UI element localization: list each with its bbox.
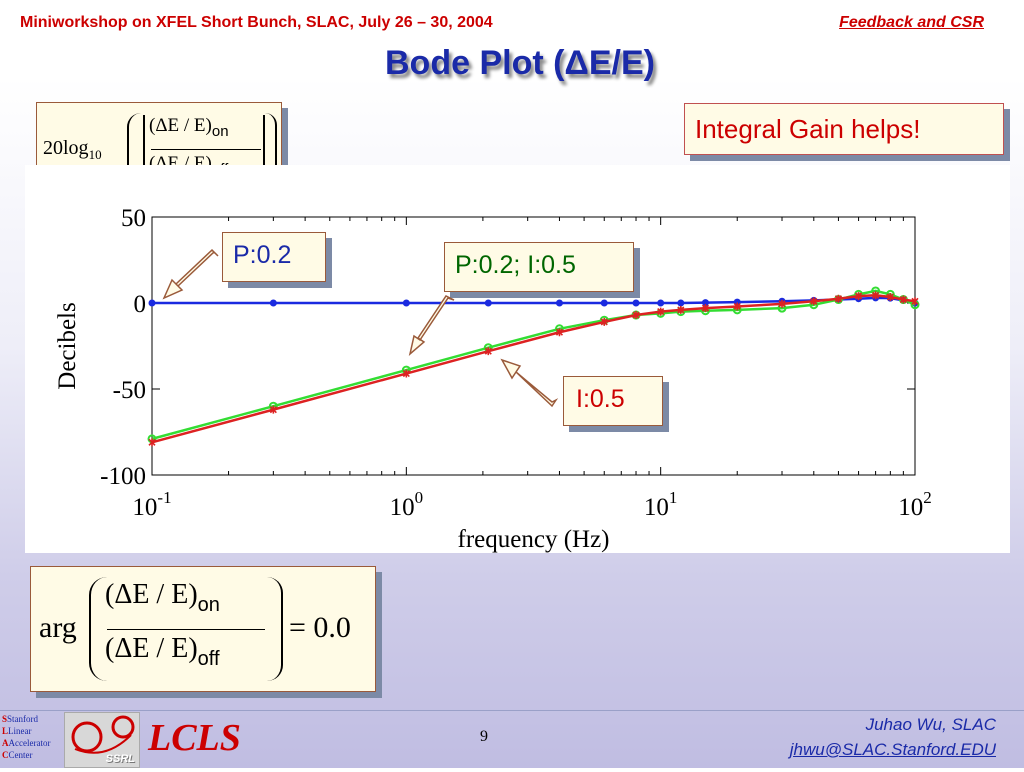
x-tick-label: 102 (898, 488, 932, 521)
plot-series (147, 286, 920, 447)
series-point-0 (632, 299, 640, 307)
series-point-2 (872, 291, 880, 300)
series-point-2 (269, 405, 277, 414)
x-tick-label: 10-1 (132, 488, 171, 521)
formula-arg-right-paren (267, 577, 283, 681)
bode-plot-panel: 10-1 100 101 102 50 0 -50 -100 frequency (Hz) D… (25, 165, 1010, 553)
series-point-2 (484, 347, 492, 356)
formula-arg-numerator: (ΔE / E) (105, 579, 198, 610)
ssrl-logo: SSRL (64, 712, 140, 768)
series-point-0 (269, 299, 277, 307)
formula-arg-denominator: (ΔE / E) (105, 633, 198, 664)
author-block: Juhao Wu, SLAC jhwu@SLAC.Stanford.EDU (790, 712, 996, 762)
series-point-2 (677, 305, 685, 314)
integral-gain-callout: Integral Gain helps! (684, 103, 1004, 155)
series-point-2 (555, 328, 564, 337)
callout-p-text: P:0.2 (233, 241, 292, 269)
series-point-2 (600, 317, 608, 326)
series-point-0 (677, 299, 685, 307)
formula-arg-rhs: = 0.0 (289, 611, 351, 644)
page-number: 9 (480, 728, 488, 745)
series-point-2 (911, 297, 919, 306)
callout-pi-text: P:0.2; I:0.5 (455, 251, 576, 279)
series-point-2 (657, 307, 665, 316)
series-point-0 (657, 299, 665, 307)
slac-logo-line: Accelerator (8, 738, 51, 748)
footer-rule (0, 710, 1024, 711)
series-line-2 (151, 294, 916, 444)
y-tick-label: 50 (121, 205, 146, 232)
series-point-2 (899, 295, 907, 304)
plot-ticks (151, 216, 916, 476)
slac-logo: SStanford LLinear AAccelerator CCenter (2, 714, 51, 760)
series-point-2 (855, 292, 863, 301)
header-workshop-title: Miniworkshop on XFEL Short Bunch, SLAC, … (20, 14, 493, 31)
series-point-2 (148, 438, 156, 447)
callout-i-text: I:0.5 (576, 385, 625, 413)
formula-right-paren (265, 113, 277, 185)
callout-p: P:0.2 (222, 232, 326, 282)
series-point-0 (555, 299, 563, 307)
y-tick-label: -50 (113, 377, 146, 404)
series-point-0 (402, 299, 410, 307)
series-point-2 (632, 311, 640, 320)
formula-fraction-line (151, 149, 261, 150)
plot-frame (151, 216, 916, 476)
lcls-logo: LCLS (148, 717, 241, 759)
series-point-2 (402, 369, 410, 378)
x-axis-label: frequency (Hz) (458, 526, 610, 553)
series-point-2 (834, 294, 843, 303)
y-axis-label: Decibels (54, 302, 81, 389)
formula-arg-denominator-sub: off (197, 648, 220, 670)
formula-arg-numerator-sub: on (197, 594, 220, 616)
ssrl-logo-icon (71, 715, 135, 754)
author-name: Juhao Wu, SLAC (865, 715, 996, 734)
y-tick-label: -100 (100, 463, 146, 490)
slac-logo-line: Center (8, 750, 33, 760)
y-tick-label: 0 (134, 291, 147, 318)
formula-arg-left-paren (89, 577, 107, 681)
x-tick-label: 101 (644, 488, 678, 521)
formula-arg-prefix: arg (39, 611, 77, 644)
slac-logo-line: Linear (8, 726, 32, 736)
series-point-2 (778, 299, 786, 308)
series-point-0 (600, 299, 608, 307)
series-point-0 (701, 299, 709, 307)
formula-log-base: 10 (88, 147, 102, 162)
formula-arg-fraction-line (107, 629, 265, 630)
formula-abs-left (143, 115, 145, 183)
series-point-2 (810, 297, 818, 306)
formula-log-prefix: 20log (43, 137, 89, 159)
callout-i: I:0.5 (563, 376, 663, 426)
ssrl-logo-text: SSRL (105, 753, 135, 765)
plot-tick-labels: 10-1 100 101 102 50 0 -50 -100 (100, 205, 932, 521)
integral-gain-text: Integral Gain helps! (695, 114, 921, 144)
formula-numerator-sub: on (211, 123, 229, 140)
bode-plot-svg: 10-1 100 101 102 50 0 -50 -100 frequency (Hz) D… (54, 205, 932, 553)
series-point-2 (886, 292, 894, 301)
x-tick-label: 100 (390, 488, 424, 521)
formula-left-paren (127, 113, 143, 185)
series-point-2 (733, 302, 741, 311)
author-email[interactable]: jhwu@SLAC.Stanford.EDU (789, 740, 996, 759)
series-line-1 (151, 289, 916, 441)
series-point-0 (484, 299, 492, 307)
formula-abs-right (263, 115, 265, 183)
series-point-2 (701, 304, 710, 313)
slac-logo-line: Stanford (7, 714, 39, 724)
header-topic-link[interactable]: Feedback and CSR (839, 14, 984, 31)
series-point-0 (148, 299, 156, 307)
callout-pi: P:0.2; I:0.5 (444, 242, 634, 292)
formula-phase-box: arg (ΔE / E)on (ΔE / E)off = 0.0 (30, 566, 376, 692)
slide-title: Bode Plot (ΔE/E) (385, 44, 655, 82)
formula-numerator: (ΔE / E) (149, 115, 212, 136)
